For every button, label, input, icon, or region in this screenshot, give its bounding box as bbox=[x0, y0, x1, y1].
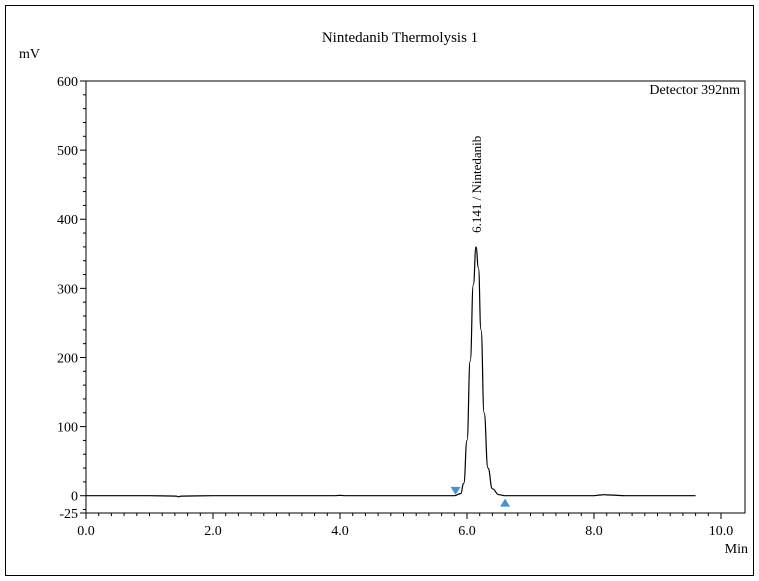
y-tick-label: 200 bbox=[57, 351, 78, 366]
x-tick-label: 10.0 bbox=[709, 524, 734, 539]
peak-end-marker bbox=[500, 498, 511, 507]
y-axis-ticks: -25 0 100 200 300 400 500 600 bbox=[57, 75, 86, 522]
y-tick-label: 0 bbox=[71, 490, 78, 505]
x-tick-label: 8.0 bbox=[585, 524, 603, 539]
x-axis-ticks: 0.0 2.0 4.0 6.0 8.0 10.0 bbox=[77, 513, 733, 539]
chart-frame bbox=[5, 5, 754, 576]
y-tick-label: 400 bbox=[57, 213, 78, 228]
x-axis-label: Min bbox=[725, 542, 748, 557]
x-tick-label: 4.0 bbox=[331, 524, 349, 539]
detector-label: Detector 392nm bbox=[649, 83, 740, 98]
y-axis-label: mV bbox=[19, 47, 40, 62]
peak-markers bbox=[450, 486, 511, 507]
plot-area bbox=[85, 80, 746, 514]
y-tick-label: 600 bbox=[57, 75, 78, 90]
peak-start-marker bbox=[450, 486, 461, 495]
y-tick-label: -25 bbox=[59, 507, 78, 522]
x-tick-label: 6.0 bbox=[458, 524, 476, 539]
y-tick-label: 300 bbox=[57, 282, 78, 297]
chart-title: Nintedanib Thermolysis 1 bbox=[322, 30, 478, 46]
y-tick-label: 500 bbox=[57, 144, 78, 159]
x-tick-label: 2.0 bbox=[204, 524, 222, 539]
peak-label: 6.141 / Nintedanib bbox=[469, 136, 484, 233]
x-tick-label: 0.0 bbox=[77, 524, 95, 539]
chromatogram-trace bbox=[85, 246, 696, 498]
y-tick-label: 100 bbox=[57, 421, 78, 436]
